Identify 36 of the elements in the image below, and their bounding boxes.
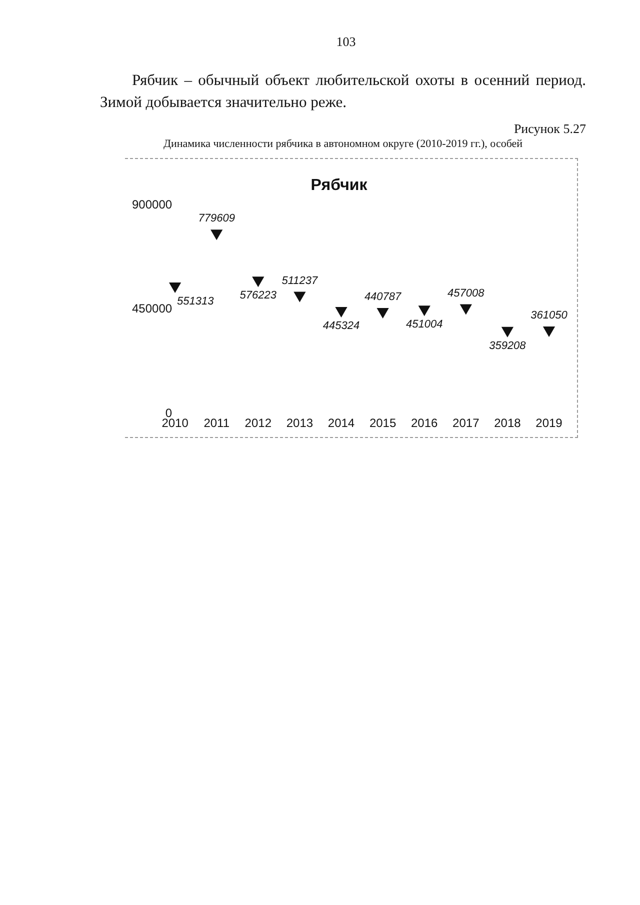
data-label: 361050: [530, 310, 568, 322]
point: [294, 292, 306, 302]
data-label: 457008: [448, 287, 486, 300]
x-tick-label: 2018: [494, 416, 522, 430]
x-tick-label: 2017: [452, 416, 480, 430]
chart-subtitle: Динамика численности рябчика в автономном округе (2010-2019 гг.), особей: [162, 138, 524, 150]
data-label: 451004: [406, 318, 443, 331]
x-tick-label: 2016: [410, 416, 438, 430]
x-tick-label: 2013: [286, 416, 314, 430]
point: [336, 306, 347, 317]
point: [502, 326, 514, 337]
y-tick-label: 900000: [132, 198, 172, 212]
x-tick-label: 2012: [244, 416, 272, 430]
text: Рисунок 5.27: [512, 121, 586, 137]
point: [377, 308, 388, 318]
data-label: 359208: [489, 340, 527, 352]
data-label: 445324: [322, 320, 360, 332]
data-label: 551313: [177, 296, 215, 308]
chart-title: Рябчик: [310, 177, 368, 194]
data-label: 440787: [364, 291, 402, 304]
point: [543, 326, 555, 336]
text: 103: [335, 34, 357, 50]
point: [460, 304, 472, 314]
point: [418, 306, 430, 316]
y-tick-label: 450000: [132, 302, 172, 316]
data-label: 576223: [240, 290, 278, 302]
point: [169, 282, 181, 292]
text: Рябчик – обычный объект любительской охоты в осенний период. Зимой добывается значительно реже.: [100, 71, 586, 113]
point: [210, 230, 222, 240]
x-tick-label: 2019: [536, 416, 563, 430]
data-label: 511237: [282, 274, 319, 287]
x-tick-label: 2014: [328, 416, 355, 430]
data-label: 779609: [198, 212, 235, 225]
x-tick-label: 2011: [204, 416, 230, 430]
x-tick-label: 2015: [369, 416, 396, 430]
point: [252, 276, 264, 287]
